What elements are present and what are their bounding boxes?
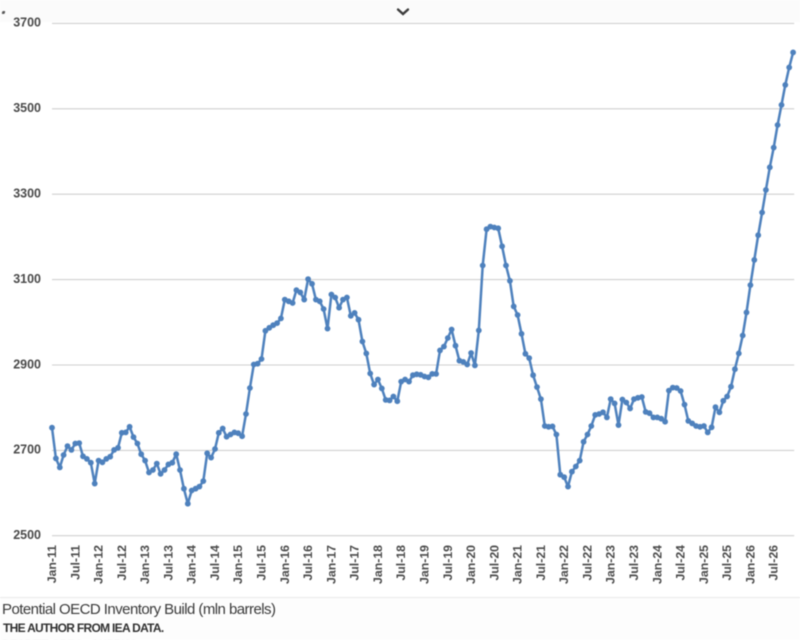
svg-text:Jul-15: Jul-15	[255, 545, 269, 581]
svg-text:Jul-14: Jul-14	[208, 545, 222, 581]
svg-text:Jan-14: Jan-14	[185, 545, 199, 584]
svg-text:3300: 3300	[13, 187, 41, 201]
svg-text:Jul-26: Jul-26	[767, 545, 781, 581]
svg-text:Jan-22: Jan-22	[557, 545, 571, 584]
svg-text:2700: 2700	[13, 443, 41, 457]
svg-text:Jan-19: Jan-19	[418, 545, 432, 584]
svg-text:Jul-11: Jul-11	[68, 545, 82, 580]
svg-text:2500: 2500	[13, 528, 41, 542]
svg-text:Jan-16: Jan-16	[278, 545, 292, 584]
svg-text:Jul-20: Jul-20	[487, 545, 501, 581]
svg-text:Jan-20: Jan-20	[464, 545, 478, 584]
svg-text:3100: 3100	[13, 272, 41, 286]
svg-text:Jan-26: Jan-26	[743, 545, 757, 584]
svg-text:Jul-18: Jul-18	[394, 545, 408, 581]
svg-text:Jul-12: Jul-12	[115, 545, 129, 581]
svg-text:Jul-21: Jul-21	[534, 545, 548, 581]
svg-text:Jan-13: Jan-13	[138, 545, 152, 584]
svg-text:Jan-15: Jan-15	[231, 545, 245, 584]
svg-text:3700: 3700	[13, 16, 41, 30]
svg-text:Jul-16: Jul-16	[301, 545, 315, 581]
svg-text:Jan-17: Jan-17	[324, 545, 338, 584]
svg-text:Jul-24: Jul-24	[674, 545, 688, 581]
svg-text:Jan-24: Jan-24	[650, 545, 664, 584]
svg-text:3500: 3500	[13, 101, 41, 115]
svg-text:Jan-12: Jan-12	[92, 545, 106, 584]
svg-text:Jul-17: Jul-17	[348, 545, 362, 581]
svg-text:Jan-23: Jan-23	[604, 545, 618, 584]
svg-text:2900: 2900	[13, 357, 41, 371]
svg-text:Jul-13: Jul-13	[161, 545, 175, 581]
svg-text:Jan-18: Jan-18	[371, 545, 385, 584]
svg-text:Jul-19: Jul-19	[441, 545, 455, 581]
svg-text:Jan-11: Jan-11	[45, 545, 59, 583]
svg-text:Jan-25: Jan-25	[697, 545, 711, 584]
svg-text:Jul-23: Jul-23	[627, 545, 641, 581]
svg-text:Jul-25: Jul-25	[720, 545, 734, 581]
svg-text:Jan-21: Jan-21	[511, 545, 525, 584]
svg-text:Jul-22: Jul-22	[581, 545, 595, 581]
